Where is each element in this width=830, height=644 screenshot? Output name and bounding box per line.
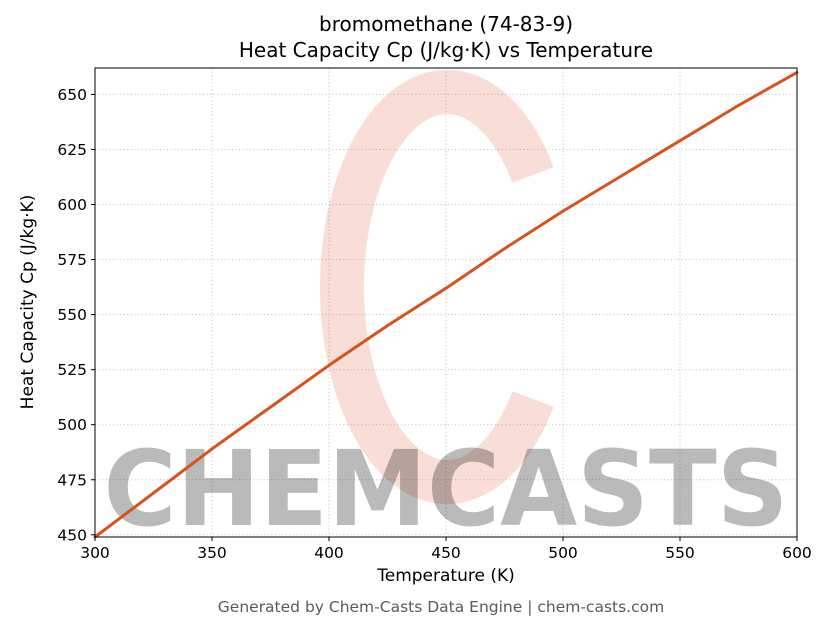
y-tick-label: 600	[57, 196, 87, 214]
y-tick-label: 475	[57, 471, 87, 489]
y-tick-label: 625	[57, 141, 87, 159]
y-tick-label: 650	[57, 86, 87, 104]
x-tick-label: 300	[80, 544, 110, 562]
x-tick-label: 550	[665, 544, 695, 562]
chart-title-line2: Heat Capacity Cp (J/kg·K) vs Temperature	[238, 38, 654, 62]
cp-vs-temperature-line	[93, 70, 799, 539]
x-tick-label: 400	[314, 544, 344, 562]
x-tick-label: 500	[548, 544, 578, 562]
y-tick-label: 500	[57, 416, 87, 434]
chart-title-line1: bromomethane (74-83-9)	[319, 12, 573, 36]
axis-ticks	[91, 93, 798, 541]
y-tick-label: 575	[57, 251, 87, 269]
y-axis-label: Heat Capacity Cp (J/kg·K)	[18, 194, 38, 410]
y-tick-label: 450	[57, 526, 87, 544]
watermark-text: CHEMCASTS	[104, 428, 789, 550]
x-axis-label: Temperature (K)	[377, 566, 515, 586]
x-tick-label: 450	[431, 544, 461, 562]
footer-attribution: Generated by Chem-Casts Data Engine | ch…	[217, 598, 665, 616]
x-tick-label: 600	[782, 544, 812, 562]
x-tick-label: 350	[197, 544, 227, 562]
tick-labels: 300 350 400 450 500 550 600 450 475 500 525 550 575 6…	[57, 86, 811, 562]
chemcasts-c-logo	[320, 70, 554, 504]
y-tick-label: 550	[57, 306, 87, 324]
y-tick-label: 525	[57, 361, 87, 379]
